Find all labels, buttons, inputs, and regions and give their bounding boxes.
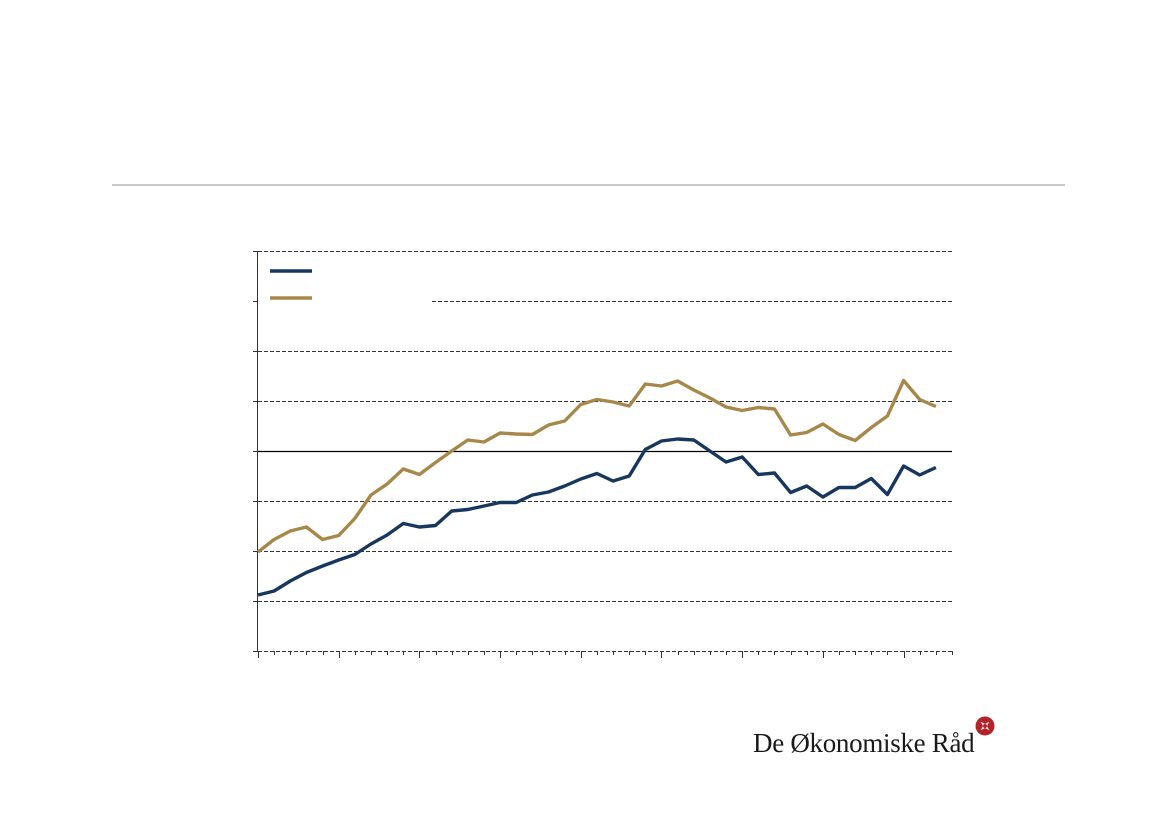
axes: [253, 251, 953, 658]
legend: [270, 269, 312, 300]
series-line-1: [257, 437, 937, 597]
rosette-logo-icon: [975, 716, 995, 736]
brand-logo: De Økonomiske Råd: [753, 716, 995, 766]
series-line-2: [256, 378, 937, 554]
header-divider: [112, 184, 1065, 186]
series-lines: [256, 378, 937, 597]
brand-name: De Økonomiske Råd: [753, 728, 975, 758]
gridlines: [258, 251, 952, 602]
